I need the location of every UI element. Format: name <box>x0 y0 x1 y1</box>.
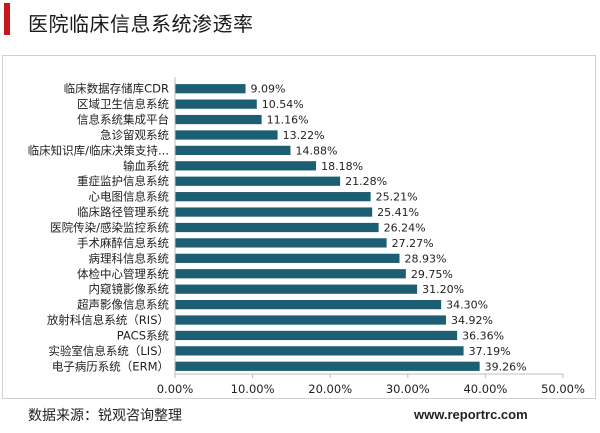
value-label: 11.16% <box>267 114 309 127</box>
value-label: 10.54% <box>262 98 304 111</box>
category-label: 内窥镜影像系统 <box>89 282 170 296</box>
value-label: 25.41% <box>377 206 419 219</box>
bar <box>175 284 418 294</box>
category-label: 实验室信息系统（LIS） <box>48 344 169 358</box>
bar <box>175 207 373 217</box>
bar <box>175 361 480 371</box>
bar <box>175 269 406 279</box>
bar <box>175 238 387 248</box>
category-label: 电子病历系统（ERM） <box>52 359 169 373</box>
category-label: 急诊留观系统 <box>100 128 169 142</box>
bar <box>175 253 400 263</box>
value-label: 34.92% <box>451 314 493 327</box>
category-label: 病理科信息系统 <box>89 251 170 265</box>
bar <box>175 99 257 109</box>
bar-chart: 临床数据存储库CDR 9.09% 区域卫生信息系统 10.54% 信息系统集成平台 11.… <box>28 77 585 396</box>
website-label: www.reportrc.com <box>414 407 528 422</box>
chart-frame: 临床数据存储库CDR 9.09% 区域卫生信息系统 10.54% 信息系统集成平台 11.… <box>2 55 596 399</box>
x-tick-label: 10.00% <box>231 382 275 396</box>
bar <box>175 315 446 325</box>
category-label: 信息系统集成平台 <box>77 113 169 127</box>
value-label: 34.30% <box>446 299 488 312</box>
category-label: PACS系统 <box>117 328 170 342</box>
bar <box>175 84 246 94</box>
category-label: 心电图信息系统 <box>89 190 170 204</box>
bar <box>175 176 341 186</box>
x-tick-label: 20.00% <box>308 382 352 396</box>
page-title: 医院临床信息系统渗透率 <box>28 12 254 36</box>
value-label: 28.93% <box>405 252 447 265</box>
category-label: 临床路径管理系统 <box>77 205 169 219</box>
value-label: 37.19% <box>469 345 511 358</box>
bar <box>175 114 262 125</box>
value-label: 36.36% <box>462 329 504 342</box>
category-label: 超声影像信息系统 <box>77 298 169 312</box>
bar <box>175 161 317 171</box>
category-label: 临床知识库/临床决策支持... <box>28 143 169 157</box>
bar <box>175 330 458 341</box>
bar <box>175 145 291 156</box>
value-label: 14.88% <box>295 144 337 157</box>
value-label: 27.27% <box>392 237 434 250</box>
category-label: 医院传染/感染监控系统 <box>50 221 169 235</box>
x-tick-label: 40.00% <box>463 382 507 396</box>
title-accent-bar <box>4 3 10 35</box>
bar <box>175 130 278 140</box>
x-tick-label: 30.00% <box>386 382 430 396</box>
bar <box>175 222 379 233</box>
x-tick-label: 50.00% <box>541 382 585 396</box>
category-label: 输血系统 <box>123 159 169 173</box>
category-label: 区域卫生信息系统 <box>77 97 169 111</box>
category-label: 重症监护信息系统 <box>77 174 169 188</box>
value-label: 39.26% <box>485 360 527 373</box>
value-label: 25.21% <box>376 191 418 204</box>
category-label: 临床数据存储库CDR <box>64 82 169 96</box>
value-label: 18.18% <box>321 160 363 173</box>
x-tick-label: 0.00% <box>157 382 194 396</box>
value-label: 29.75% <box>411 268 453 281</box>
data-source: 数据来源：锐观咨询整理 <box>28 408 182 424</box>
value-label: 9.09% <box>251 83 286 96</box>
value-label: 21.28% <box>345 175 387 188</box>
category-label: 手术麻醉信息系统 <box>77 236 169 250</box>
bar <box>175 346 464 356</box>
value-label: 26.24% <box>384 222 426 235</box>
value-label: 13.22% <box>283 129 325 142</box>
value-label: 31.20% <box>422 283 464 296</box>
category-label: 体检中心管理系统 <box>77 267 169 281</box>
bar <box>175 192 371 202</box>
category-label: 放射科信息系统（RIS） <box>47 313 169 327</box>
bar <box>175 299 442 310</box>
